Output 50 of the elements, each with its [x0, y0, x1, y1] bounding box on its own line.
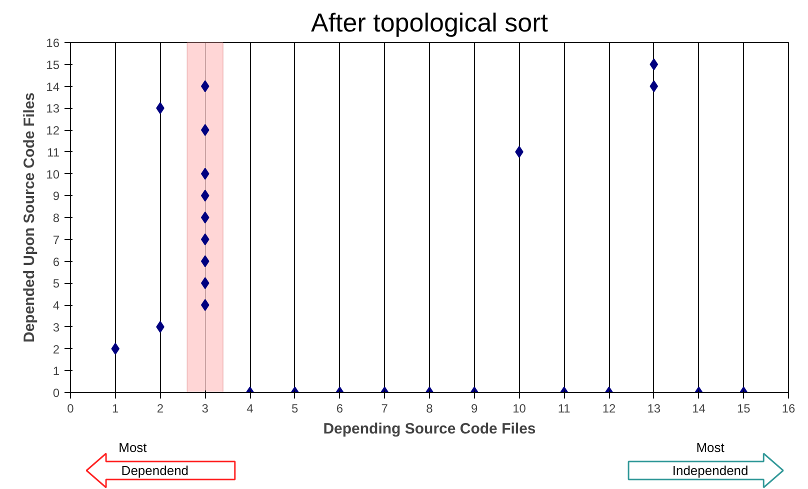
y-tick-label: 8 [52, 211, 60, 225]
y-tick-label: 16 [46, 36, 60, 50]
y-axis-title: Depended Upon Source Code Files [21, 92, 38, 343]
y-tick-label: 10 [46, 167, 60, 182]
x-tick-label: 9 [471, 402, 478, 416]
point [200, 168, 210, 180]
y-tick-label: 0 [52, 386, 60, 400]
x-tick-label: 1 [112, 402, 120, 416]
y-tick-label: 9 [52, 189, 60, 204]
x-tick-label: 0 [67, 402, 74, 416]
x-tick-label: 2 [156, 402, 164, 416]
x-tick-label: 7 [381, 402, 388, 416]
text: Independend [672, 463, 748, 478]
x-tick-label: 16 [782, 402, 796, 416]
y-tick-label: 12 [46, 124, 60, 138]
point [650, 80, 658, 92]
x-tick-label: 12 [602, 402, 616, 416]
x-tick-label: 13 [647, 402, 661, 416]
y-tick-label: 7 [52, 232, 60, 247]
y-tick-label: 5 [52, 276, 60, 291]
point [200, 233, 210, 246]
y-tick-label: 14 [46, 80, 60, 94]
y-tick-label: 6 [52, 254, 60, 269]
point [200, 80, 210, 92]
x-tick-label: 8 [426, 402, 434, 416]
y-tick-label: 13 [46, 102, 60, 116]
x-axis-title: Depending Source Code Files [323, 420, 536, 438]
x-tick-label: 5 [292, 402, 299, 416]
point [200, 212, 210, 224]
x-tick-label: 10 [512, 402, 526, 416]
text: Dependend [121, 463, 189, 478]
x-tick-label: 4 [246, 402, 254, 416]
chart-title: After topological sort [310, 8, 549, 38]
text: Most [118, 440, 148, 455]
y-tick-label: 4 [52, 298, 60, 312]
y-tick-label: 11 [47, 145, 60, 160]
x-tick-label: 11 [558, 402, 571, 416]
x-tick-label: 6 [336, 402, 344, 416]
point [650, 58, 658, 70]
x-tick-label: 15 [736, 402, 751, 416]
point [200, 255, 210, 268]
x-tick-label: 3 [202, 402, 209, 416]
point [200, 190, 210, 202]
x-tick-label: 14 [692, 402, 706, 416]
y-tick-label: 2 [52, 342, 60, 356]
y-tick-label: 1 [52, 364, 60, 378]
y-tick-label: 15 [46, 58, 60, 72]
text: Most [696, 440, 725, 455]
y-tick-label: 3 [52, 320, 60, 334]
point [200, 124, 210, 136]
